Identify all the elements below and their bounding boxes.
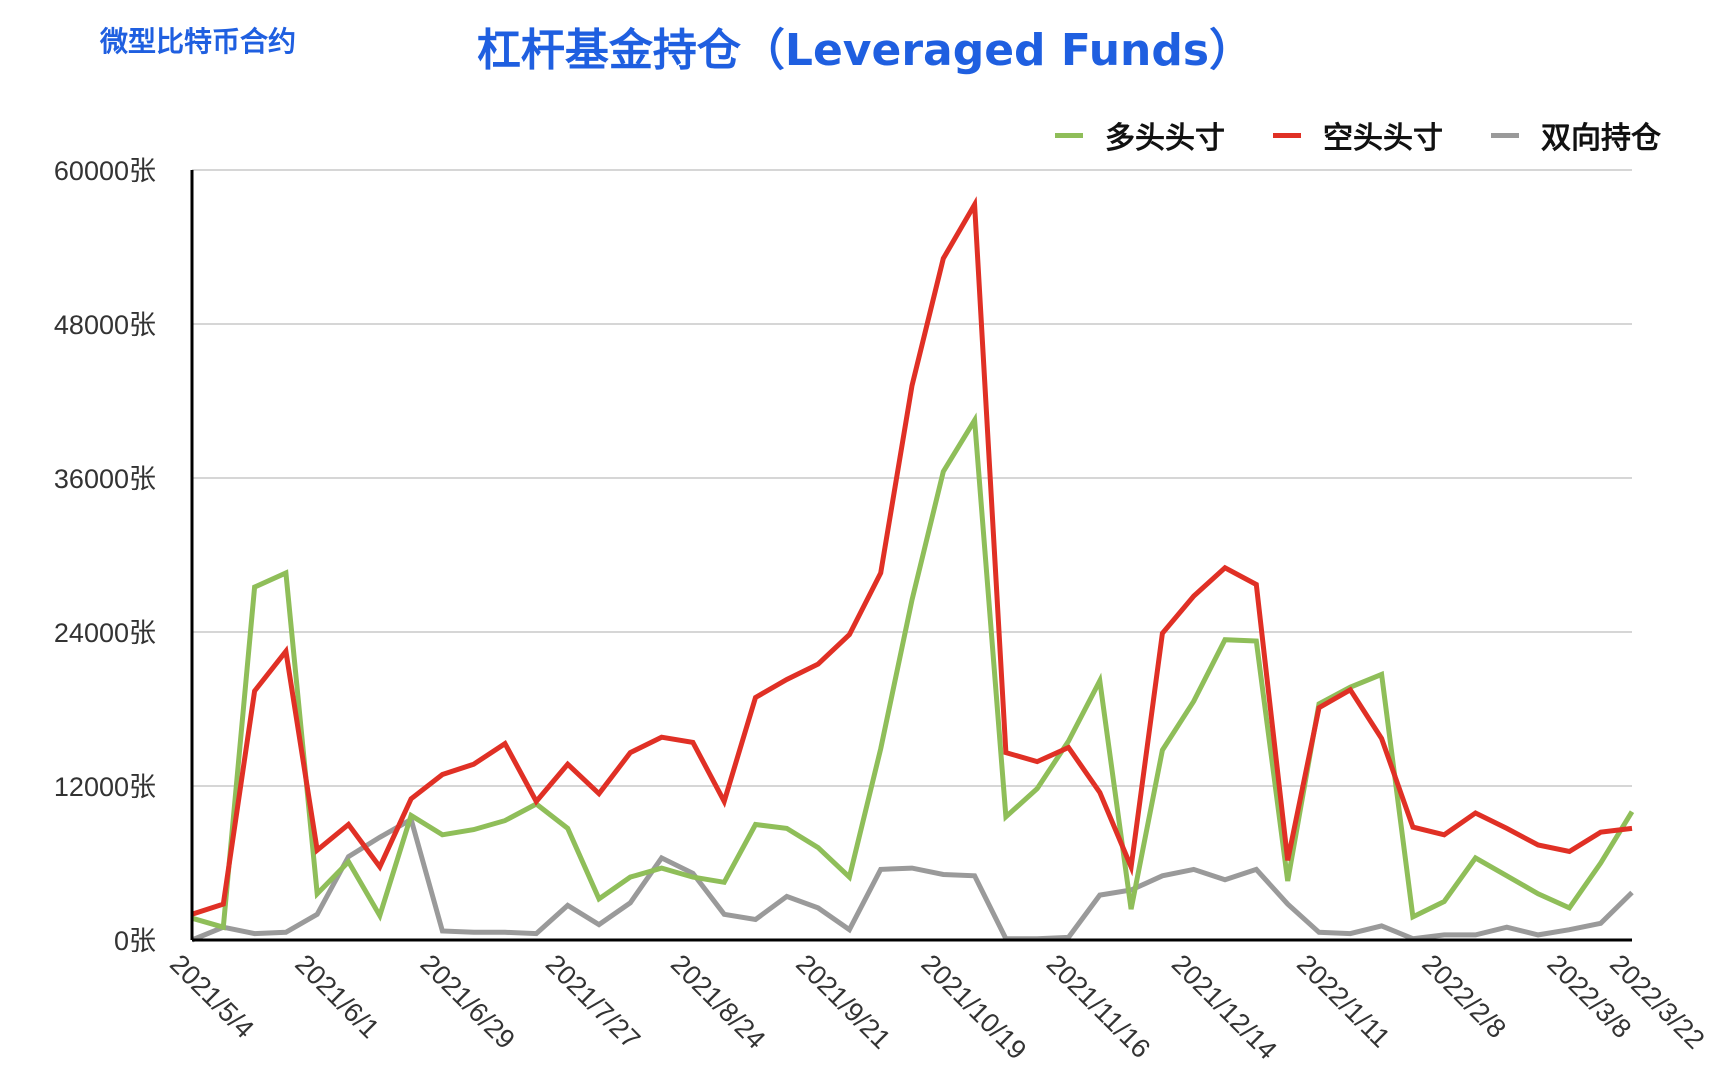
legend-swatch-short — [1273, 132, 1301, 138]
x-tick-label: 2021/7/27 — [540, 949, 646, 1055]
legend-item-long: 多头头寸 — [1055, 113, 1225, 157]
y-tick-label: 60000张 — [54, 156, 156, 186]
legend-item-spread: 双向持仓 — [1491, 113, 1661, 157]
x-tick-label: 2021/12/14 — [1166, 949, 1283, 1066]
x-tick-label: 2021/6/29 — [415, 949, 521, 1055]
legend-item-short: 空头头寸 — [1273, 113, 1443, 157]
x-tick-label: 2021/10/19 — [915, 949, 1032, 1066]
y-tick-label: 12000张 — [54, 772, 156, 802]
x-tick-label: 2022/1/11 — [1291, 949, 1396, 1054]
x-tick-label: 2022/2/8 — [1416, 949, 1512, 1045]
legend-swatch-spread — [1491, 132, 1519, 138]
y-tick-label: 48000张 — [54, 310, 156, 340]
x-tick-label: 2021/11/16 — [1041, 949, 1156, 1064]
y-tick-label: 36000张 — [54, 464, 156, 494]
y-tick-label: 0张 — [114, 926, 156, 956]
series-line-short — [191, 196, 1633, 917]
legend: 多头头寸 空头头寸 双向持仓 — [1055, 113, 1661, 157]
x-tick-label: 2021/9/21 — [790, 949, 896, 1055]
series-line-spread — [191, 815, 1634, 943]
legend-label-spread: 双向持仓 — [1541, 121, 1661, 156]
legend-label-long: 多头头寸 — [1105, 121, 1225, 156]
corner-title: 微型比特币合约 — [100, 25, 297, 58]
series-line-long — [191, 412, 1635, 931]
chart-title: 杠杆基金持仓（Leveraged Funds） — [476, 25, 1254, 76]
x-tick-label: 2021/5/4 — [164, 949, 260, 1045]
x-tick-label: 2021/8/24 — [665, 949, 771, 1055]
y-tick-label: 24000张 — [54, 618, 156, 648]
legend-swatch-long — [1055, 132, 1083, 138]
legend-label-short: 空头头寸 — [1323, 121, 1443, 156]
x-tick-label: 2021/6/1 — [289, 949, 385, 1045]
